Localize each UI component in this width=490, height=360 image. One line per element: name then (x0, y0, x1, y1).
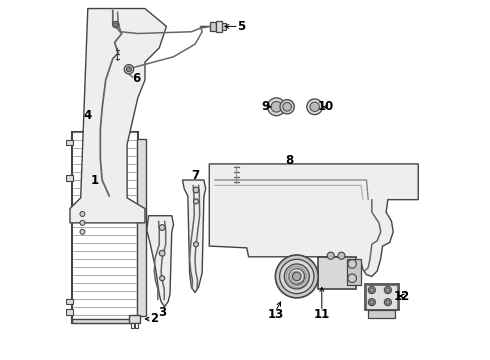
Circle shape (384, 298, 392, 306)
Bar (210, 22, 216, 31)
Circle shape (293, 272, 301, 281)
Bar (72, 319, 138, 323)
Circle shape (268, 98, 285, 116)
Circle shape (368, 287, 375, 294)
Circle shape (284, 264, 309, 289)
Circle shape (159, 250, 165, 256)
Text: 11: 11 (314, 308, 330, 321)
Text: 13: 13 (267, 308, 284, 321)
Text: 8: 8 (286, 154, 294, 167)
Circle shape (193, 187, 199, 193)
Circle shape (386, 288, 390, 292)
Circle shape (160, 276, 165, 281)
Bar (131, 323, 134, 328)
Circle shape (384, 287, 392, 294)
Circle shape (348, 260, 356, 268)
Circle shape (283, 103, 292, 111)
Bar (222, 23, 226, 30)
Text: 2: 2 (150, 312, 158, 325)
Bar (72, 132, 138, 323)
Bar (365, 284, 398, 310)
Circle shape (194, 242, 198, 247)
Bar (216, 21, 222, 32)
Circle shape (80, 229, 85, 234)
Circle shape (280, 100, 294, 114)
Circle shape (113, 21, 119, 28)
Circle shape (124, 64, 134, 74)
Polygon shape (209, 164, 418, 276)
Circle shape (280, 259, 314, 294)
Circle shape (271, 102, 282, 112)
Circle shape (307, 99, 322, 114)
Circle shape (310, 102, 319, 111)
Text: 9: 9 (262, 100, 270, 113)
Bar (368, 310, 395, 318)
Polygon shape (70, 9, 167, 223)
Bar (66, 309, 73, 315)
Bar (66, 298, 73, 304)
Bar (367, 285, 397, 309)
Bar (347, 258, 361, 285)
Circle shape (386, 300, 390, 304)
Text: 5: 5 (237, 20, 245, 33)
Text: 3: 3 (158, 306, 166, 319)
Circle shape (80, 220, 85, 225)
Text: 12: 12 (394, 289, 410, 303)
Bar (66, 140, 73, 145)
Polygon shape (182, 180, 206, 293)
Circle shape (348, 274, 356, 283)
Circle shape (126, 67, 131, 72)
Bar (135, 323, 138, 328)
Circle shape (194, 199, 198, 204)
Circle shape (368, 298, 375, 306)
Circle shape (114, 23, 118, 26)
Bar (129, 315, 140, 323)
Circle shape (369, 288, 374, 292)
Text: 10: 10 (317, 100, 334, 113)
Circle shape (338, 252, 345, 259)
Bar (318, 257, 356, 289)
Circle shape (80, 211, 85, 216)
Text: 1: 1 (91, 174, 99, 186)
Bar (66, 175, 73, 181)
Text: 7: 7 (192, 169, 200, 182)
Text: 4: 4 (84, 109, 92, 122)
Circle shape (327, 252, 334, 259)
Polygon shape (147, 216, 173, 307)
Circle shape (275, 255, 318, 298)
Circle shape (289, 269, 305, 284)
Text: 6: 6 (132, 72, 140, 85)
Circle shape (369, 300, 374, 304)
Circle shape (159, 225, 165, 230)
Bar (137, 139, 146, 316)
